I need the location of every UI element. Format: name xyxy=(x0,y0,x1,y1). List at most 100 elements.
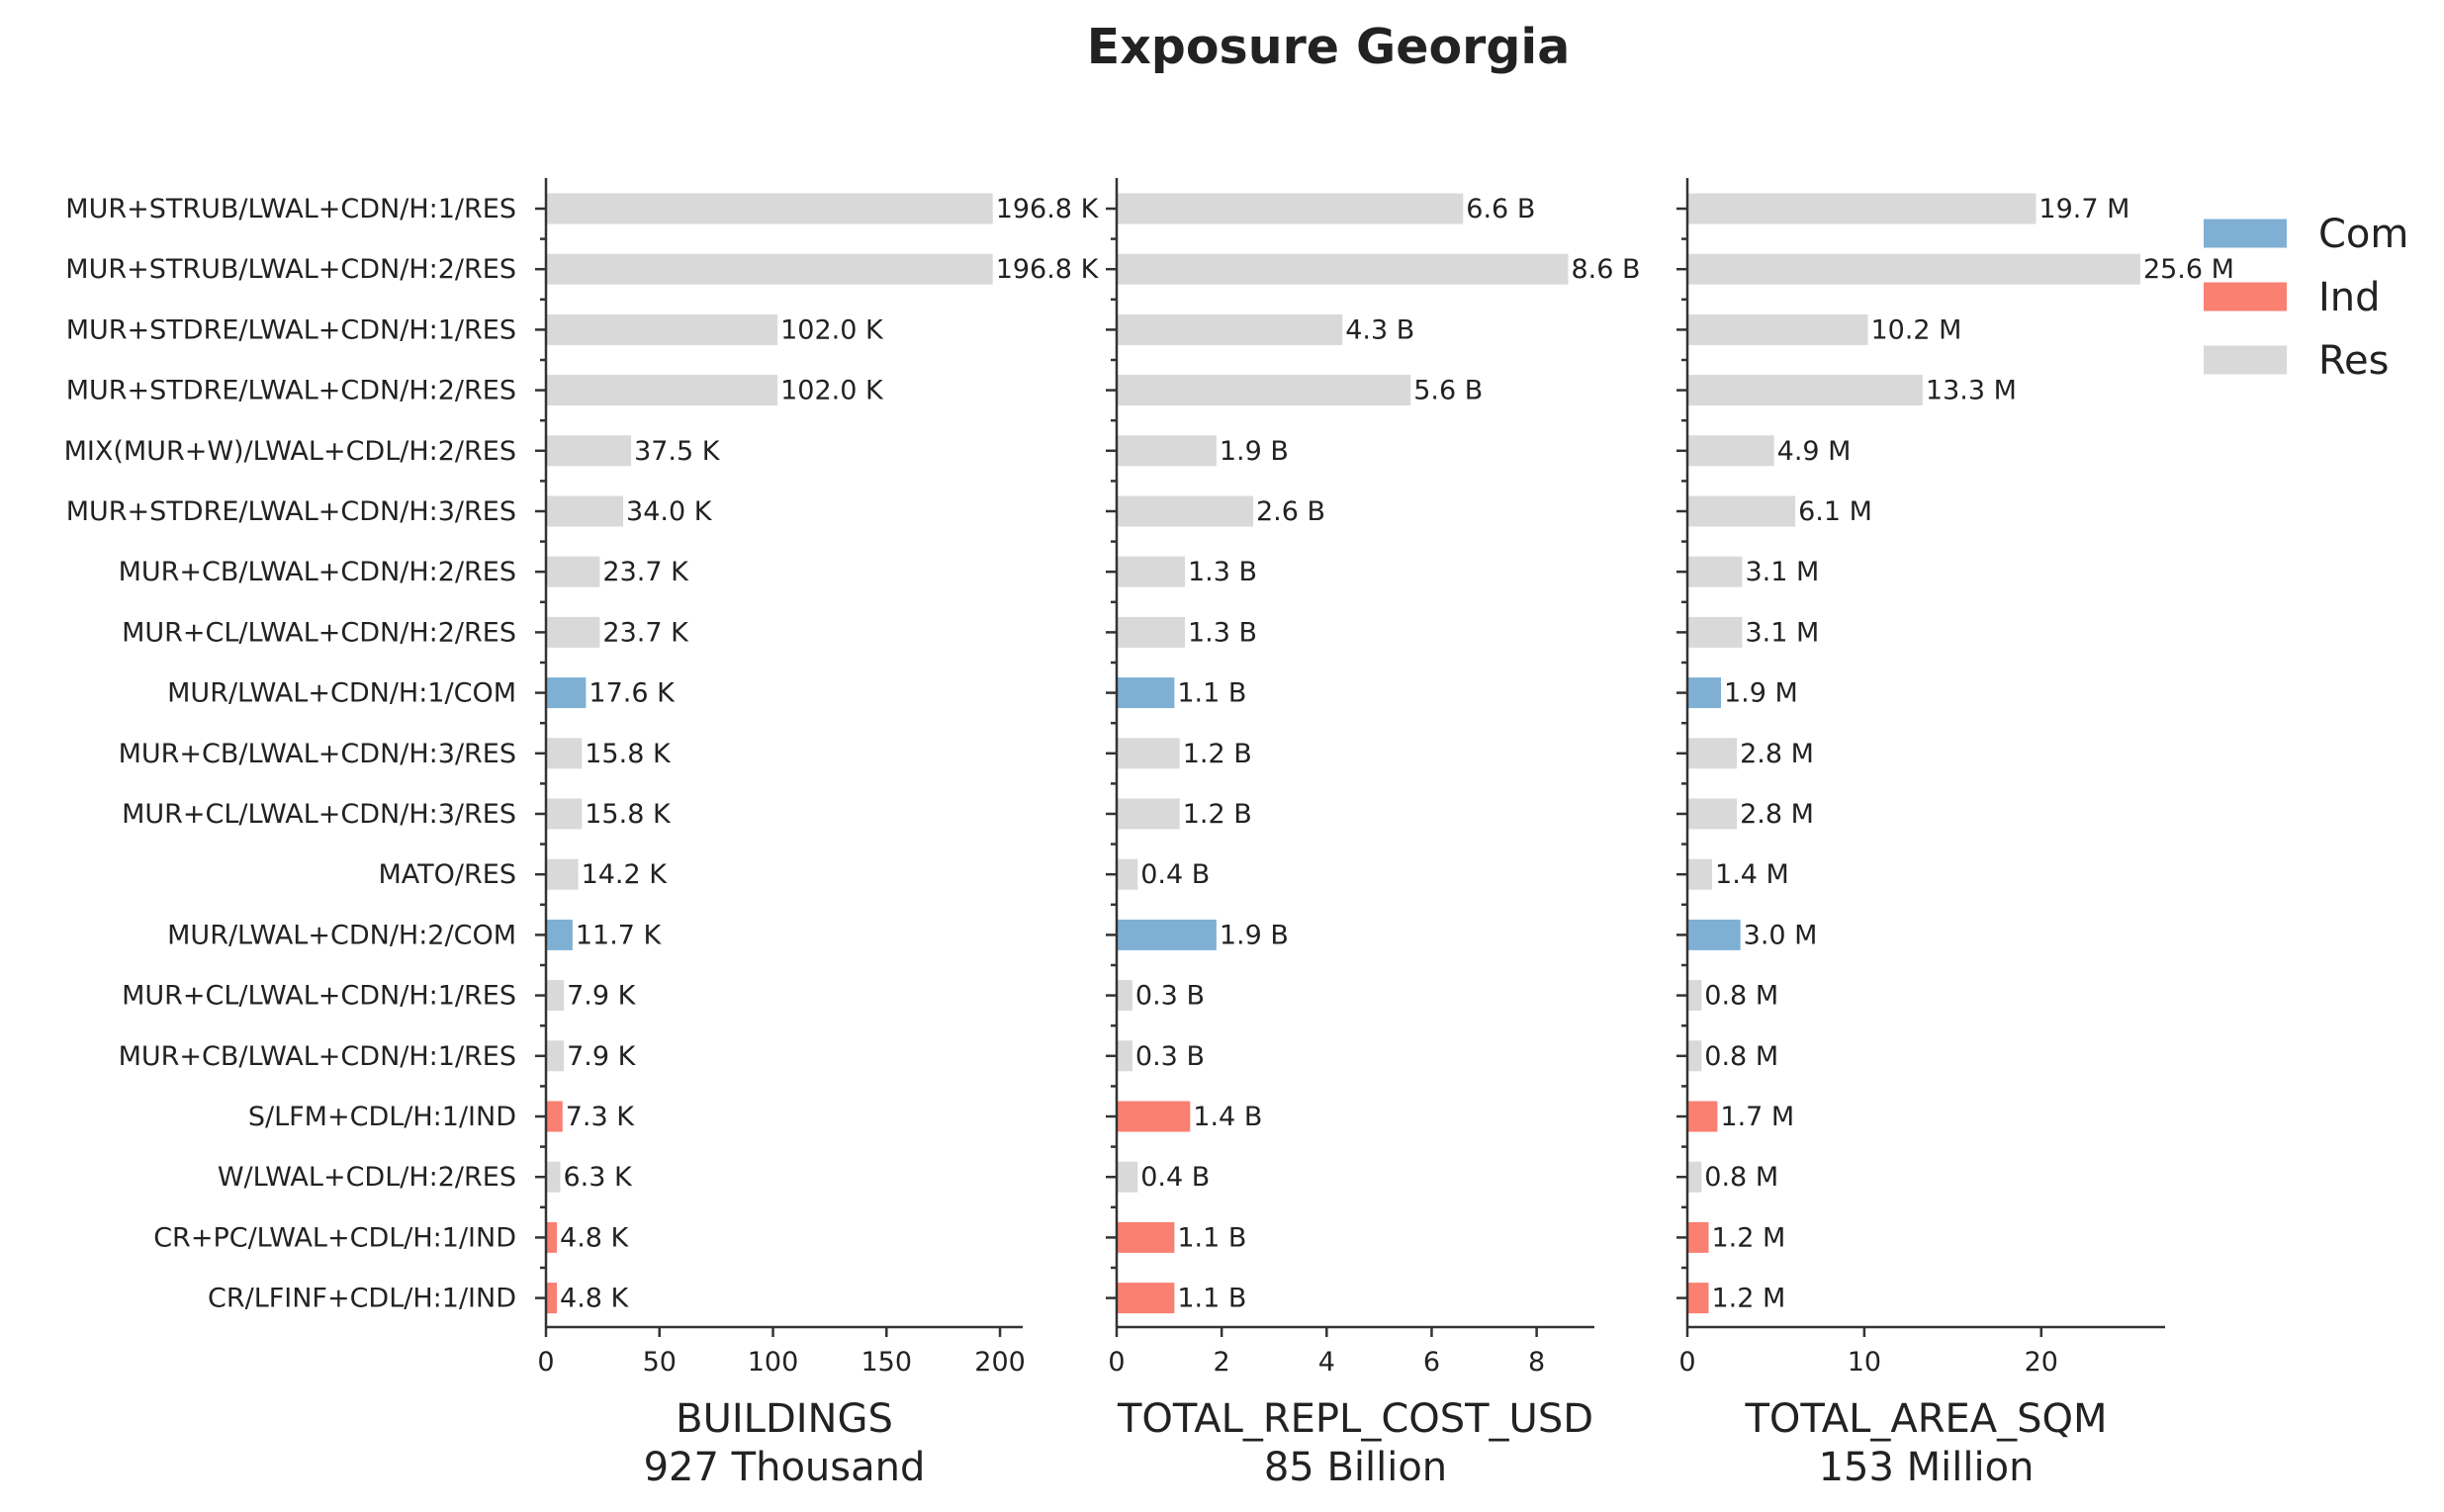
bar xyxy=(546,556,600,587)
bar xyxy=(546,435,632,467)
bar xyxy=(546,1161,561,1193)
bar xyxy=(546,1040,565,1072)
bar xyxy=(1117,1283,1175,1314)
bar xyxy=(1117,798,1180,830)
bar xyxy=(1117,919,1217,950)
bar xyxy=(1687,556,1743,587)
data-label: 1.2 B xyxy=(1183,739,1252,769)
bar xyxy=(546,858,579,890)
x-tick-label: 50 xyxy=(643,1347,677,1378)
x-axis-total: 153 Million xyxy=(1819,1445,2035,1490)
data-label: 2.8 M xyxy=(1740,799,1814,830)
data-label: 4.8 K xyxy=(560,1284,630,1314)
bar xyxy=(546,798,583,830)
bar xyxy=(1687,435,1774,467)
bar xyxy=(546,253,993,285)
data-label: 1.2 M xyxy=(1711,1222,1785,1253)
bar xyxy=(1117,616,1185,648)
data-label: 15.8 K xyxy=(585,799,672,830)
category-label: CR/LFINF+CDL/H:1/IND xyxy=(208,1284,516,1314)
data-label: 196.8 K xyxy=(996,194,1100,224)
panel-3: 19.7 M 25.6 M 10.2 M 13.3 M 4.9 M 6.1 M 3.1 M 3… xyxy=(1676,178,2234,1490)
data-label: 19.7 M xyxy=(2038,194,2129,224)
bar xyxy=(1687,375,1923,406)
x-tick-label: 2 xyxy=(1214,1347,1230,1378)
data-label: 4.8 K xyxy=(560,1222,630,1253)
category-label: MUR+CL/LWAL+CDN/H:2/RES xyxy=(122,617,516,648)
bar xyxy=(1117,435,1217,467)
data-label: 23.7 K xyxy=(602,617,689,648)
bar xyxy=(1687,980,1702,1012)
x-tick-label: 100 xyxy=(748,1347,799,1378)
bar xyxy=(1687,253,2140,285)
bar xyxy=(546,738,583,769)
data-label: 196.8 K xyxy=(996,254,1100,285)
bar xyxy=(1687,919,1741,950)
bar xyxy=(546,677,587,709)
category-label: MUR+CB/LWAL+CDN/H:3/RES xyxy=(119,739,516,769)
x-tick-label: 10 xyxy=(1848,1347,1881,1378)
bar xyxy=(1687,1283,1709,1314)
bar xyxy=(1117,738,1180,769)
data-label: 1.4 B xyxy=(1193,1102,1262,1132)
data-label: 6.1 M xyxy=(1798,496,1872,527)
bar xyxy=(1117,556,1185,587)
panel-1: 196.8 K 196.8 K 102.0 K 102.0 K 37.5 K 34.0 K… xyxy=(535,178,1100,1490)
bar xyxy=(1687,858,1713,890)
bar xyxy=(1687,1161,1702,1193)
category-label: MATO/RES xyxy=(379,859,516,890)
bar xyxy=(1117,495,1253,527)
data-label: 1.1 B xyxy=(1177,1222,1246,1253)
bar xyxy=(546,1221,558,1253)
category-label: MUR+CL/LWAL+CDN/H:1/RES xyxy=(122,981,516,1012)
category-label: MIX(MUR+W)/LWAL+CDL/H:2/RES xyxy=(64,436,516,467)
legend-label-ind: Ind xyxy=(2318,275,2381,320)
data-label: 0.3 B xyxy=(1135,1041,1205,1072)
data-label: 8.6 B xyxy=(1571,254,1640,285)
chart-title: Exposure Georgia xyxy=(1087,19,1571,75)
x-tick-label: 4 xyxy=(1318,1347,1335,1378)
data-label: 11.7 K xyxy=(576,920,663,950)
category-label: MUR+CB/LWAL+CDN/H:1/RES xyxy=(119,1041,516,1072)
data-label: 1.2 B xyxy=(1183,799,1252,830)
data-label: 5.6 B xyxy=(1413,376,1483,406)
bar xyxy=(1687,313,1868,345)
category-label: W/LWAL+CDL/H:2/RES xyxy=(218,1162,516,1193)
data-label: 0.8 M xyxy=(1704,1041,1778,1072)
x-axis-label: BUILDINGS xyxy=(676,1396,893,1442)
legend: Com Ind Res xyxy=(2204,212,2408,384)
category-label: MUR+STRUB/LWAL+CDN/H:1/RES xyxy=(65,194,516,224)
legend-swatch-res xyxy=(2204,345,2287,375)
data-label: 1.2 M xyxy=(1711,1284,1785,1314)
data-label: 4.9 M xyxy=(1777,436,1852,467)
data-label: 1.3 B xyxy=(1188,557,1257,587)
bar xyxy=(1687,193,2037,224)
data-label: 3.1 M xyxy=(1745,617,1819,648)
x-axis-total: 85 Billion xyxy=(1264,1445,1447,1490)
data-label: 4.3 B xyxy=(1345,314,1414,345)
data-label: 7.9 K xyxy=(567,981,637,1012)
data-label: 1.1 B xyxy=(1177,678,1246,709)
data-label: 6.3 K xyxy=(563,1162,633,1193)
data-label: 7.3 K xyxy=(566,1102,636,1132)
data-label: 17.6 K xyxy=(588,678,676,709)
data-label: 7.9 K xyxy=(567,1041,637,1072)
category-label: CR+PC/LWAL+CDL/H:1/IND xyxy=(153,1222,516,1253)
data-label: 0.3 B xyxy=(1135,981,1205,1012)
category-label: MUR+CL/LWAL+CDN/H:3/RES xyxy=(122,799,516,830)
data-label: 102.0 K xyxy=(780,376,884,406)
bar xyxy=(1687,738,1738,769)
bar xyxy=(1687,798,1738,830)
data-label: 3.1 M xyxy=(1745,557,1819,587)
data-label: 37.5 K xyxy=(634,436,721,467)
panel-2: 6.6 B 8.6 B 4.3 B 5.6 B 1.9 B 2.6 B 1.3 B 1.3 B… xyxy=(1106,178,1641,1490)
bar xyxy=(546,919,573,950)
data-label: 3.0 M xyxy=(1744,920,1818,950)
data-label: 10.2 M xyxy=(1870,314,1961,345)
x-tick-label: 0 xyxy=(1678,1347,1695,1378)
bar xyxy=(1117,1221,1175,1253)
data-label: 1.9 B xyxy=(1220,436,1289,467)
data-label: 1.7 M xyxy=(1720,1102,1794,1132)
bar xyxy=(1117,375,1411,406)
bar xyxy=(1687,1101,1718,1132)
